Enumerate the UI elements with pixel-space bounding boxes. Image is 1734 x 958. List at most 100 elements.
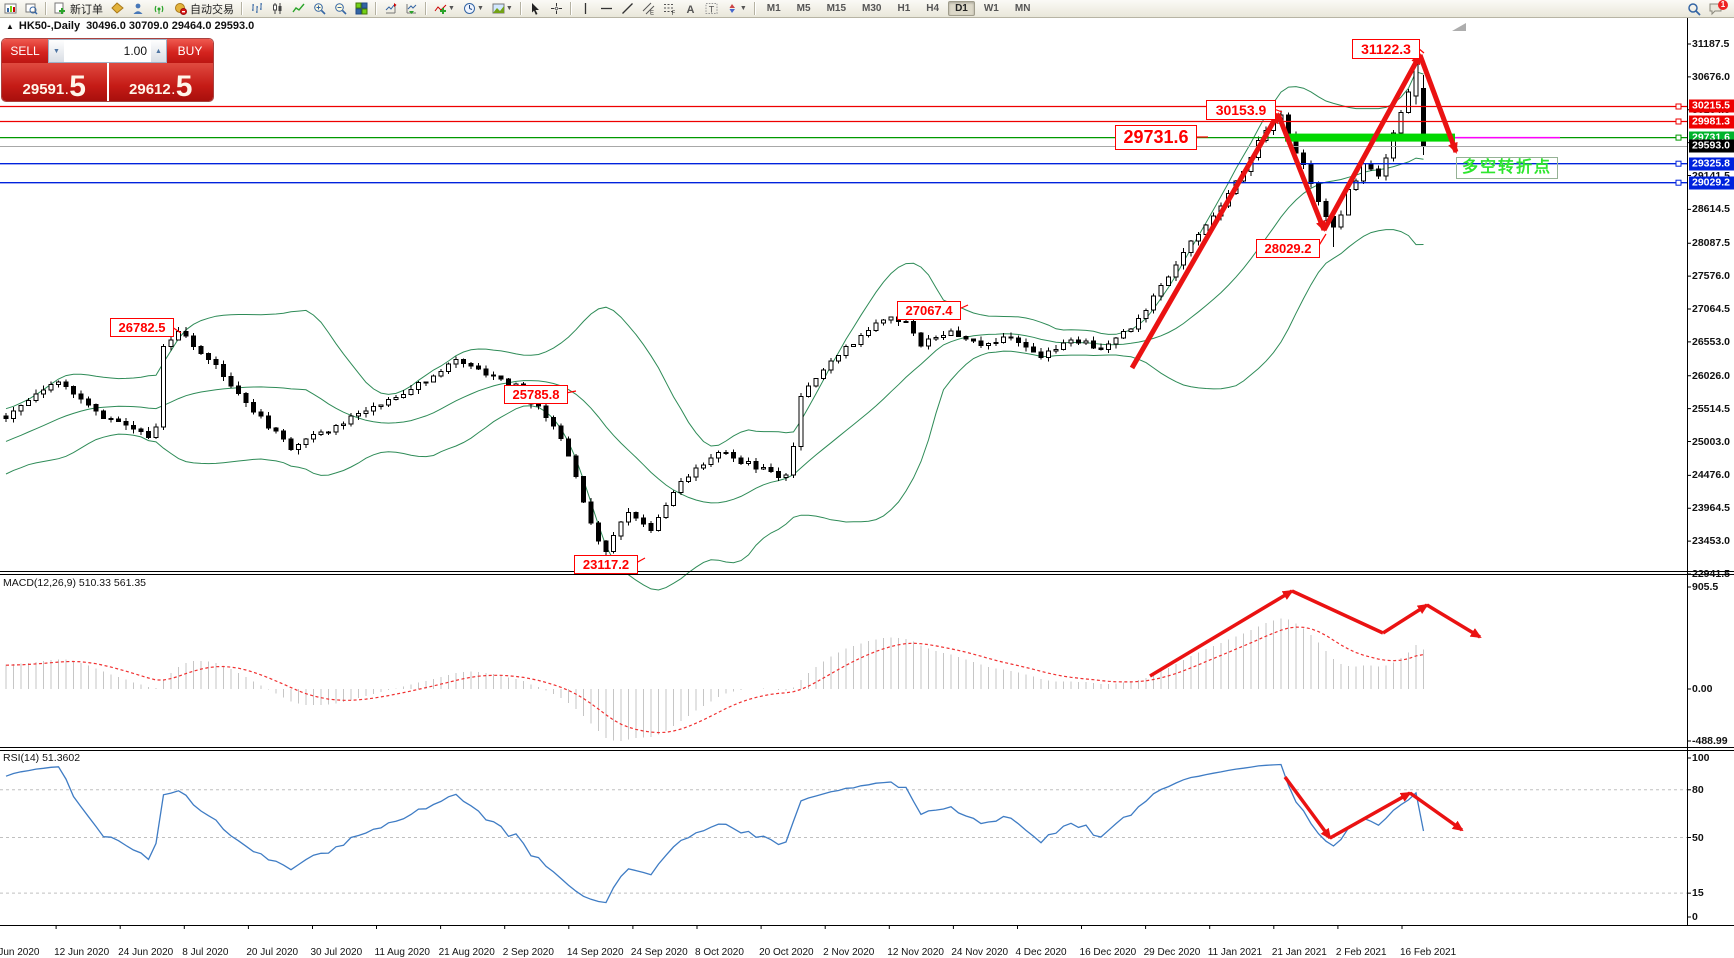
new-order-icon	[54, 2, 67, 15]
vline-button[interactable]	[576, 0, 595, 17]
crosshair-button[interactable]	[547, 0, 566, 17]
timeframe-MN[interactable]: MN	[1014, 3, 1031, 14]
zoom-in-button[interactable]	[310, 0, 329, 17]
signal-button[interactable]	[150, 0, 169, 17]
templates-button[interactable]: ▼	[489, 0, 516, 17]
periods-button[interactable]: ▼	[460, 0, 487, 17]
chart-area[interactable]: ▲ HK50-,Daily 30496.0 30709.0 29464.0 29…	[0, 17, 1734, 958]
timeframe-W1[interactable]: W1	[983, 3, 999, 14]
bollinger-middle-band	[5, 157, 1424, 504]
search-icon	[1687, 2, 1701, 16]
hline-handle[interactable]	[1675, 118, 1682, 125]
line-chart-button[interactable]	[289, 0, 308, 17]
timeframe-M5[interactable]: M5	[796, 3, 811, 14]
price-callout-23117.2: 23117.2	[574, 555, 638, 574]
macd-tick-label: -488.99	[1692, 735, 1728, 747]
price-badge-29029.2: 29029.2	[1689, 176, 1734, 190]
trendline-button[interactable]	[618, 0, 637, 17]
collapse-panel-icon[interactable]: ▲	[6, 21, 14, 31]
hline-icon	[600, 2, 613, 15]
timeframe-M30[interactable]: M30	[862, 3, 882, 14]
hline-handle[interactable]	[1675, 134, 1682, 141]
autotrading-icon	[174, 2, 187, 15]
metaeditor-button[interactable]	[108, 0, 127, 17]
tile-windows-button[interactable]	[352, 0, 371, 17]
price-tick-label: 28087.5	[1692, 237, 1730, 250]
bar-chart-button[interactable]	[247, 0, 266, 17]
timeframe-M15[interactable]: M15	[826, 3, 847, 14]
hline-button[interactable]	[597, 0, 616, 17]
text-button[interactable]: A	[681, 0, 700, 17]
cursor-button[interactable]	[526, 0, 545, 17]
sell-price[interactable]: 29591. 5	[2, 63, 107, 101]
notifications-button[interactable]: 1	[1706, 0, 1728, 17]
price-tick-label: 27064.5	[1692, 303, 1730, 315]
price-tick-label: 31187.5	[1692, 38, 1730, 50]
trend-arrow	[1426, 603, 1482, 639]
volume-increase-button[interactable]: ▲	[151, 40, 166, 62]
clock-icon	[463, 2, 476, 15]
auto-scroll-button[interactable]	[402, 0, 421, 17]
search-button[interactable]	[1684, 0, 1704, 17]
price-tick-label: 25003.0	[1692, 435, 1730, 448]
timeframe-M1[interactable]: M1	[766, 3, 781, 14]
date-label: 2 Feb 2021	[1335, 947, 1387, 958]
price-tick-label: 26553.0	[1692, 335, 1730, 348]
hline-handle[interactable]	[1675, 179, 1682, 186]
zoom-out-icon	[334, 2, 347, 15]
autotrading-button[interactable]: 自动交易	[171, 0, 237, 17]
timeframe-H4[interactable]: H4	[926, 3, 940, 14]
date-label: 24 Nov 2020	[951, 947, 1009, 958]
trendline-icon	[621, 2, 634, 15]
arrows-button[interactable]: ▼	[723, 0, 750, 17]
hline-handle[interactable]	[1675, 103, 1682, 110]
timeframe-H1[interactable]: H1	[897, 3, 911, 14]
date-label: 14 Sep 2020	[566, 947, 624, 958]
candle-chart-button[interactable]	[268, 0, 287, 17]
trend-arrow	[1275, 113, 1327, 232]
new-chart-button[interactable]	[1, 0, 20, 17]
timeframe-D1[interactable]: D1	[948, 1, 975, 16]
hline-handle[interactable]	[1675, 160, 1682, 167]
symbol-info-bar: ▲ HK50-,Daily 30496.0 30709.0 29464.0 29…	[6, 20, 254, 32]
price-badge-29325.8: 29325.8	[1689, 157, 1734, 171]
date-label: 11 Jan 2021	[1207, 947, 1263, 958]
svg-text:T: T	[709, 4, 715, 14]
price-tick-label: 23964.5	[1692, 502, 1730, 515]
dropdown-arrow-icon[interactable]: ▼	[448, 5, 455, 12]
buy-price[interactable]: 29612. 5	[108, 63, 213, 101]
turning-point-highlight	[1285, 133, 1455, 142]
macd-signal-line	[5, 626, 1424, 734]
chart-canvas	[0, 17, 1734, 929]
dropdown-arrow-icon[interactable]: ▼	[505, 5, 513, 12]
template-icon	[492, 2, 505, 15]
bars-icon	[250, 2, 263, 15]
chart-shift-button[interactable]	[381, 0, 400, 17]
price-callout-26782.5: 26782.5	[110, 318, 174, 337]
profiles-button[interactable]	[22, 0, 41, 17]
dropdown-arrow-icon[interactable]: ▼	[476, 5, 484, 12]
buy-button[interactable]: BUY	[167, 39, 213, 63]
arrows-obj-icon	[726, 2, 739, 15]
cursor-icon	[529, 2, 542, 15]
dropdown-arrow-icon[interactable]: ▼	[739, 5, 747, 12]
price-callout-27067.4: 27067.4	[897, 301, 961, 320]
date-label: 2 Sep 2020	[502, 947, 554, 958]
sell-button[interactable]: SELL	[2, 39, 48, 63]
volume-input[interactable]	[64, 43, 151, 59]
fibonacci-button[interactable]: F	[660, 0, 679, 17]
buy-price-dot: .	[171, 85, 175, 97]
text-label-button[interactable]: T	[702, 0, 721, 17]
navigator-button[interactable]	[129, 0, 148, 17]
zoom-out-button[interactable]	[331, 0, 350, 17]
date-label: 20 Jul 2020	[246, 947, 299, 958]
volume-decrease-button[interactable]: ▼	[49, 40, 64, 62]
new-order-button[interactable]: 新订单	[51, 0, 106, 17]
zoom-in-icon	[313, 2, 326, 15]
metaeditor-icon	[111, 2, 124, 15]
toolbar-separator	[425, 2, 427, 15]
indicators-button[interactable]: ▼	[431, 0, 458, 17]
channel-button[interactable]: E	[639, 0, 658, 17]
date-label: 16 Feb 2021	[1400, 947, 1457, 958]
toolbar-separator	[375, 2, 377, 15]
